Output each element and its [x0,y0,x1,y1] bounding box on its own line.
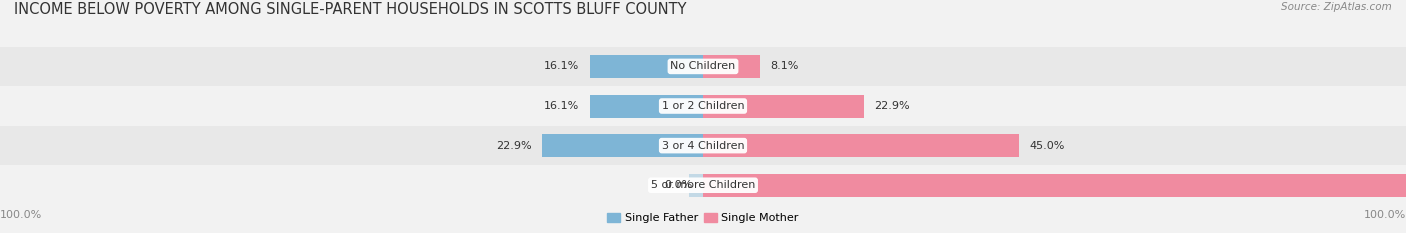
Bar [591,55,703,78]
Text: INCOME BELOW POVERTY AMONG SINGLE-PARENT HOUSEHOLDS IN SCOTTS BLUFF COUNTY: INCOME BELOW POVERTY AMONG SINGLE-PARENT… [14,2,686,17]
Text: 22.9%: 22.9% [875,101,910,111]
Bar [0,86,1406,126]
Text: 22.9%: 22.9% [496,141,531,151]
Text: 8.1%: 8.1% [770,62,799,71]
Text: 1 or 2 Children: 1 or 2 Children [662,101,744,111]
Bar [0,126,1406,165]
Bar [591,95,703,117]
Bar [0,165,1406,205]
Bar [0,47,1406,86]
Bar [703,174,1406,197]
Text: 100.0%: 100.0% [0,210,42,220]
Text: 5 or more Children: 5 or more Children [651,180,755,190]
Bar [703,95,863,117]
Bar [543,134,703,157]
Text: 3 or 4 Children: 3 or 4 Children [662,141,744,151]
Text: Source: ZipAtlas.com: Source: ZipAtlas.com [1281,2,1392,12]
Text: 45.0%: 45.0% [1029,141,1066,151]
Text: 100.0%: 100.0% [1364,210,1406,220]
Text: No Children: No Children [671,62,735,71]
Legend: Single Father, Single Mother: Single Father, Single Mother [603,208,803,227]
Bar [689,174,703,197]
Text: 16.1%: 16.1% [544,101,579,111]
Text: 16.1%: 16.1% [544,62,579,71]
Bar [703,55,759,78]
Bar [703,134,1019,157]
Text: 0.0%: 0.0% [664,180,693,190]
